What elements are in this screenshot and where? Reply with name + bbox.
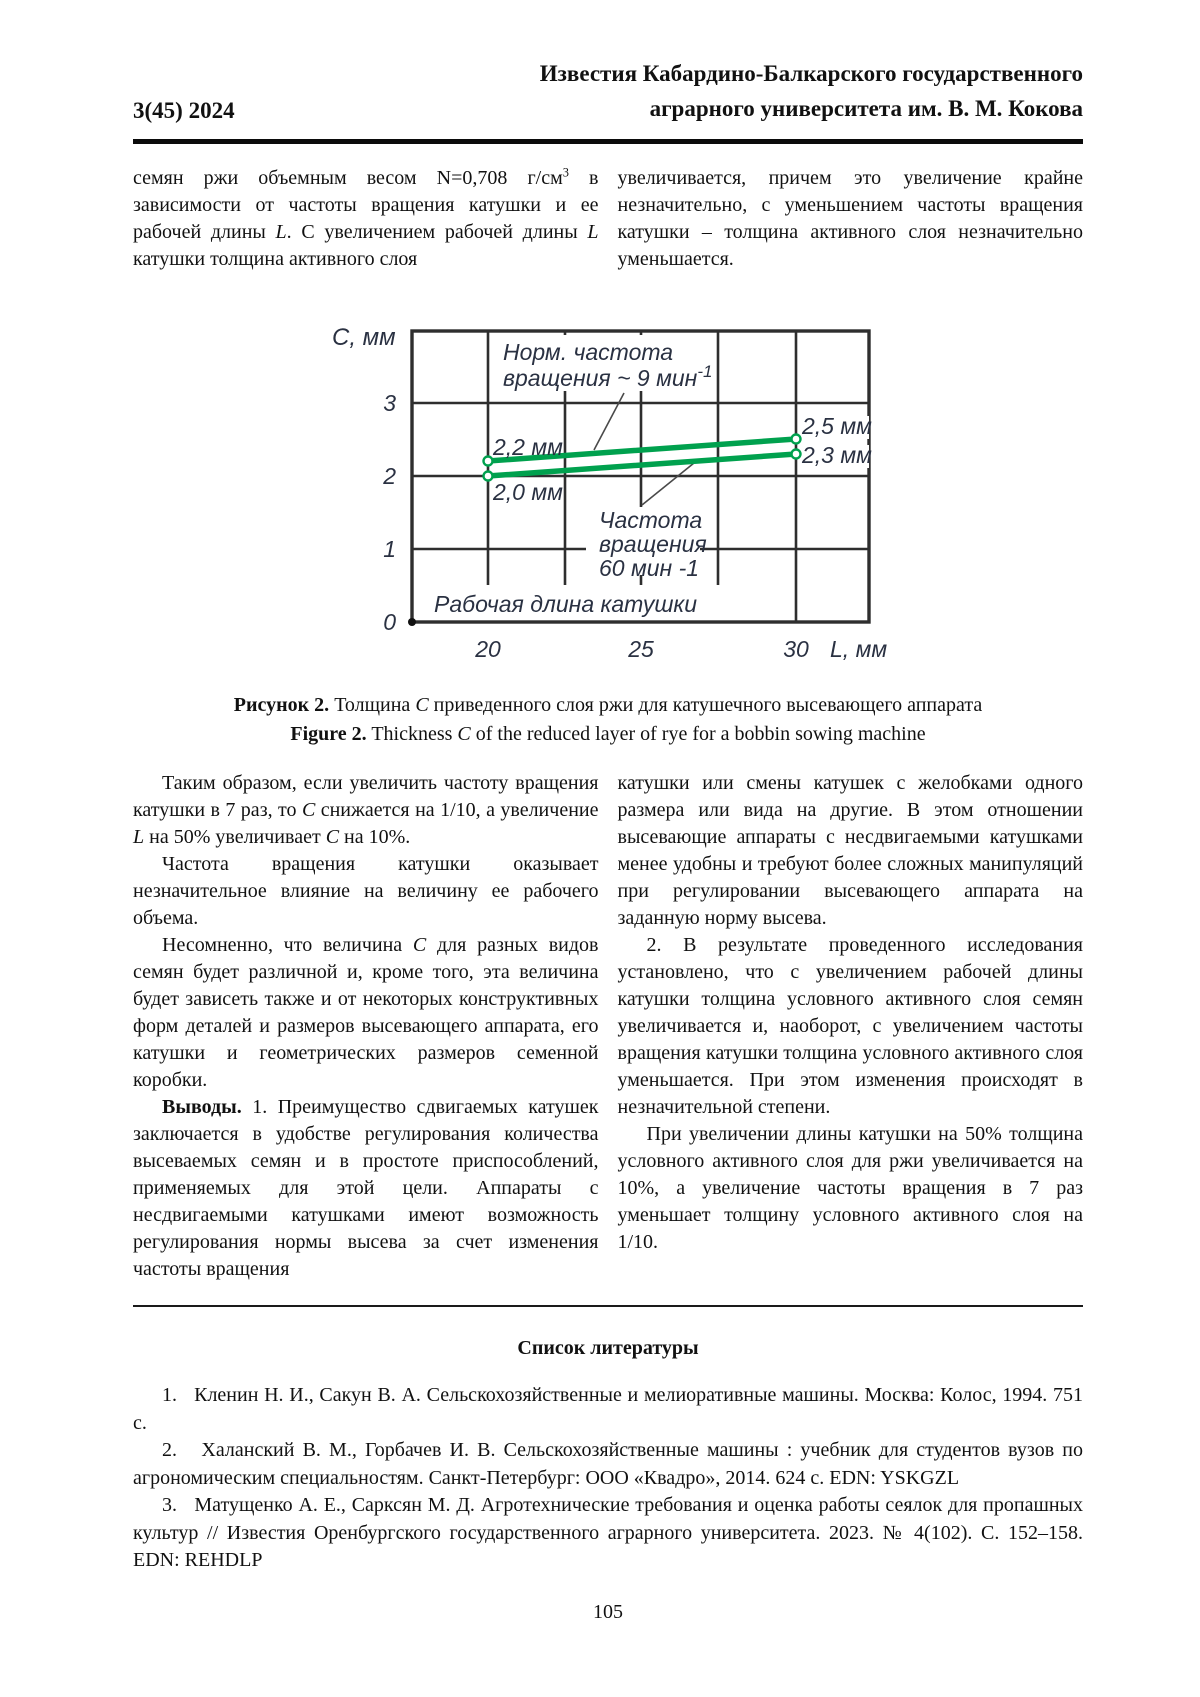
paragraph: увеличивается, причем это увеличение кра…	[617, 167, 1084, 270]
y-tick-2: 2	[382, 463, 396, 489]
x-axis-label: L, мм	[830, 636, 887, 662]
series-2-line	[484, 451, 799, 479]
paragraph: Частота вращения катушки оказывает незна…	[133, 853, 599, 929]
page-header: 3(45) 2024 Известия Кабардино-Балкарског…	[133, 56, 1083, 126]
x-tick-25: 25	[627, 636, 654, 662]
point-label-2-5: 2,5 мм	[801, 413, 872, 439]
x-axis-inner-label: Рабочая длина катушки	[434, 591, 697, 617]
chart: C, мм 3 2 1 0 20 25 30 L, мм Норм. часто…	[332, 324, 887, 662]
intro-right-column: увеличивается, причем это увеличение кра…	[618, 165, 1084, 273]
journal-title-line1: Известия Кабардино-Балкарского государст…	[539, 61, 1083, 86]
annotation1-line2: вращения ~ 9 мин-1	[503, 362, 712, 391]
references-list: 1. Кленин Н. И., Сакун В. А. Сельскохозя…	[133, 1382, 1083, 1575]
y-tick-3: 3	[383, 390, 396, 416]
issue-number: 3(45) 2024	[133, 98, 235, 123]
point-label-plate	[798, 445, 869, 468]
intro-section: семян ржи объемным весом N=0,708 г/см3 в…	[133, 165, 1083, 273]
annotation1-plate	[493, 335, 712, 391]
annotation2-callout	[640, 462, 695, 506]
references-heading: Список литературы	[517, 1337, 699, 1359]
body-left-column: Таким образом, если увеличить частоту вр…	[133, 770, 599, 1283]
intro-left-column: семян ржи объемным весом N=0,708 г/см3 в…	[133, 165, 599, 273]
point-label-2-0: 2,0 мм	[492, 479, 563, 505]
section-divider-rule	[133, 1305, 1083, 1307]
point-label-2-2: 2,2 мм	[492, 434, 563, 460]
annotation2-line3: 60 мин -1	[599, 555, 699, 581]
x-inner-label-plate	[421, 591, 694, 619]
y-tick-0: 0	[383, 609, 396, 635]
page-number: 105	[593, 1600, 623, 1623]
annotation2-plate	[585, 507, 700, 575]
journal-title-line2: аграрного университета им. В. М. Кокова	[649, 96, 1083, 121]
series-markers	[481, 433, 802, 482]
paragraph: катушки или смены катушек с желобками од…	[617, 772, 1084, 929]
point-label-plate	[798, 416, 869, 439]
figure-caption: Рисунок 2. Толщина C приведенного слоя р…	[133, 691, 1083, 749]
body-right-column: катушки или смены катушек с желобками од…	[618, 770, 1084, 1283]
x-tick-20: 20	[474, 636, 501, 662]
annotation1-superscript: -1	[697, 362, 712, 381]
paragraph: При увеличении длины катушки на 50% толщ…	[617, 1123, 1084, 1253]
origin-marker	[407, 618, 416, 626]
series-1-line	[484, 436, 799, 464]
point-label-2-3: 2,3 мм	[801, 442, 872, 468]
header-rule	[133, 139, 1083, 144]
x-tick-30: 30	[783, 636, 809, 662]
journal-title: Известия Кабардино-Балкарского государст…	[540, 56, 1083, 126]
reference-item: 1. Кленин Н. И., Сакун В. А. Сельскохозя…	[133, 1384, 1083, 1434]
reference-item: 2. Халанский В. М., Горбачев И. В. Сельс…	[133, 1439, 1083, 1489]
y-tick-1: 1	[383, 536, 396, 562]
annotation2-line2: вращения	[599, 531, 707, 557]
annotation2-line1: Частота	[599, 507, 702, 533]
reference-item: 3. Матущенко А. Е., Сарксян М. Д. Агроте…	[133, 1494, 1083, 1571]
figure-2: C, мм 3 2 1 0 20 25 30 L, мм Норм. часто…	[133, 279, 1083, 749]
body-section: Таким образом, если увеличить частоту вр…	[133, 770, 1083, 1283]
paragraph: Выводы. 1. Преимущество сдвигаемых катуш…	[133, 1096, 599, 1280]
figure-caption-en: Figure 2. Thickness C of the reduced lay…	[290, 723, 926, 745]
figure-caption-ru: Рисунок 2. Толщина C приведенного слоя р…	[233, 694, 983, 716]
paragraph: Несомненно, что величина C для разных ви…	[133, 934, 599, 1091]
annotation1-line1: Норм. частота	[503, 339, 673, 365]
paragraph: семян ржи объемным весом N=0,708 г/см3 в…	[133, 165, 599, 270]
paragraph: 2. В результате проведенного исследовани…	[617, 934, 1084, 1118]
annotation1-callout	[592, 392, 625, 451]
paragraph: Таким образом, если увеличить частоту вр…	[133, 772, 599, 848]
y-axis-label: C, мм	[332, 324, 396, 351]
